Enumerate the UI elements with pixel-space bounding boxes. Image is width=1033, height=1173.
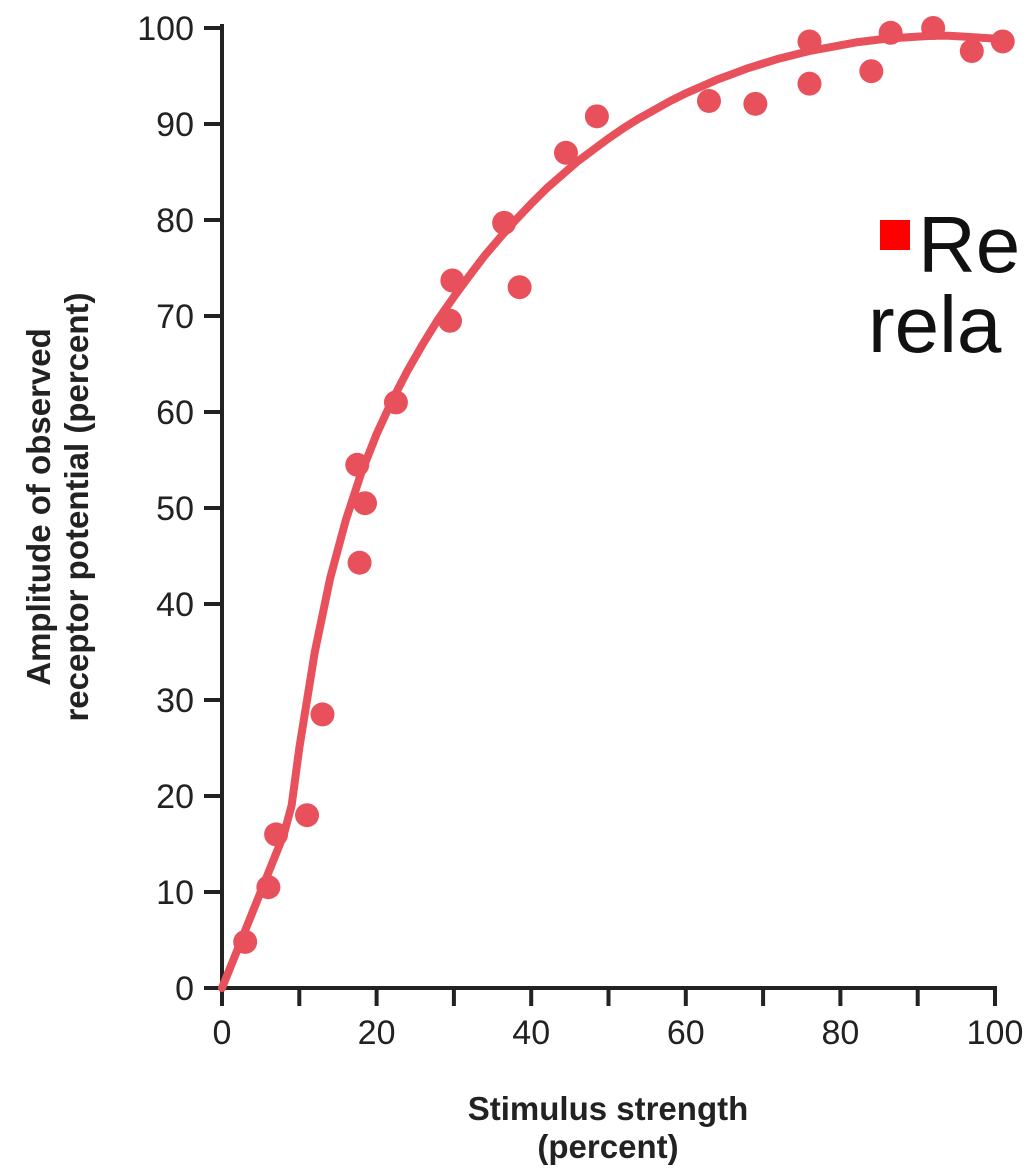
slide-text-line1: Re [918, 200, 1020, 289]
data-point [921, 16, 946, 40]
y-tick-label: 10 [156, 874, 194, 912]
data-point [347, 550, 372, 575]
x-axis-label-line1: Stimulus strength [468, 1090, 749, 1127]
y-tick-label: 20 [156, 778, 194, 816]
data-point [584, 104, 609, 129]
data-point [345, 452, 370, 477]
y-axis-label-line1: Amplitude of observed [20, 328, 57, 686]
y-tick-label: 30 [156, 682, 194, 720]
data-point [295, 803, 320, 828]
x-ticks: 0 20 40 60 80 100 [213, 988, 1024, 1052]
y-tick-label: 0 [175, 970, 194, 1008]
axes [220, 24, 997, 990]
y-tick-label: 90 [156, 106, 194, 144]
data-point [264, 822, 289, 847]
data-point [233, 929, 258, 954]
y-ticks: 0 10 20 30 40 50 60 70 80 90 100 [137, 10, 222, 1008]
data-point [310, 702, 335, 727]
x-tick-label: 0 [213, 1014, 232, 1052]
x-tick-label: 40 [512, 1014, 550, 1052]
y-tick-label: 80 [156, 202, 194, 240]
x-tick-label: 60 [667, 1014, 705, 1052]
y-tick-label: 50 [156, 490, 194, 528]
data-points [233, 16, 1015, 954]
data-point [959, 39, 984, 64]
data-point [507, 275, 532, 300]
x-tick-label: 80 [821, 1014, 859, 1052]
y-axis-label-line2: receptor potential (percent) [58, 292, 95, 721]
fit-curve [218, 31, 999, 992]
data-point [878, 20, 903, 45]
x-tick-label: 100 [967, 1014, 1024, 1052]
data-point [859, 59, 884, 84]
y-tick-label: 70 [156, 298, 194, 336]
data-point [492, 210, 517, 235]
y-tick-label: 60 [156, 394, 194, 432]
slide-text-line2: rela [868, 280, 1002, 369]
data-point [383, 390, 408, 415]
data-point [256, 875, 281, 900]
bullet-square [880, 220, 910, 250]
data-point [990, 29, 1015, 54]
y-tick-label: 100 [137, 10, 194, 48]
data-point [353, 491, 378, 516]
data-point [553, 140, 578, 165]
data-point [797, 29, 822, 54]
y-tick-label: 40 [156, 586, 194, 624]
data-point [438, 308, 463, 333]
data-point [797, 71, 822, 96]
data-point [696, 88, 721, 113]
data-point [440, 268, 465, 293]
data-point [743, 91, 768, 116]
x-tick-label: 20 [358, 1014, 396, 1052]
x-axis-label-line2: (percent) [537, 1128, 678, 1165]
